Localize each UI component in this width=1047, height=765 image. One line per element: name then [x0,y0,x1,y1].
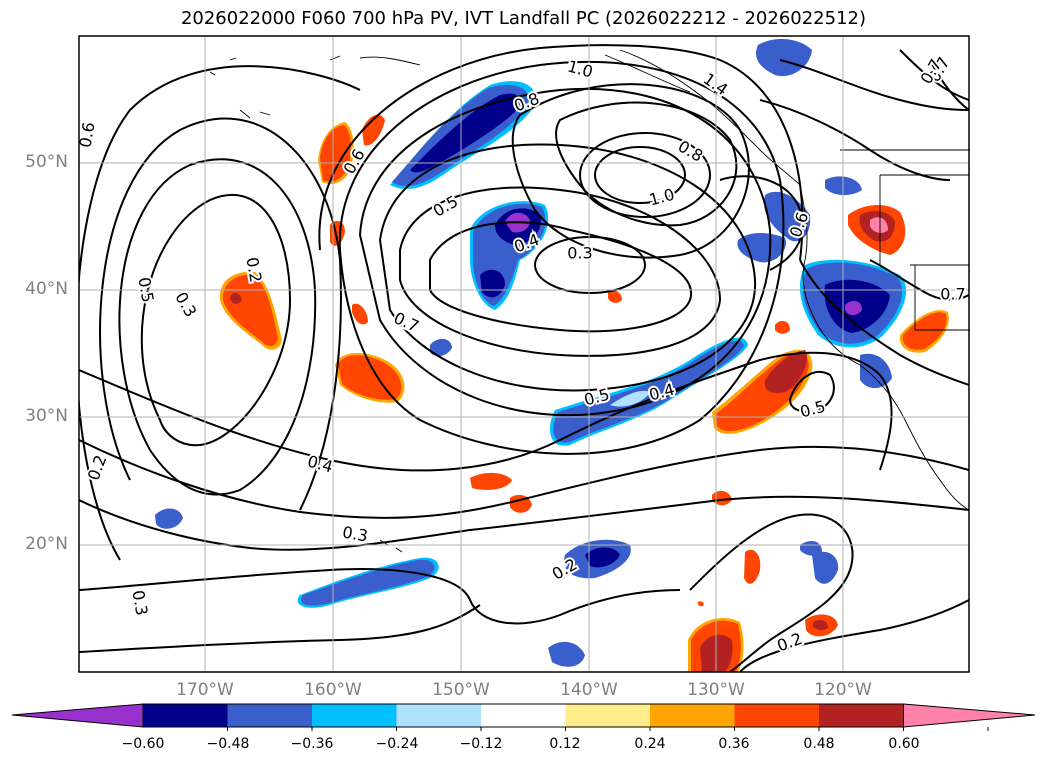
colorbar-extend-min [11,703,144,728]
colorbar-extend-max [903,703,1036,728]
contour-label-halo: 0.3 [567,244,592,263]
colorbar-tick-label: −0.24 [375,736,419,752]
map-frame [78,35,970,673]
colorbar-tick-label: −0.48 [206,736,250,752]
colorbar-tick-label: 0.24 [634,736,666,752]
colorbar-tick-label: 0.60 [888,736,920,752]
colorbar-tick-label: −0.36 [290,736,334,752]
colorbar-segment [565,704,651,727]
lon-label-170w: 170°W [176,680,234,700]
contour-label: 0.3 [567,244,592,263]
lon-label-160w: 160°W [304,680,362,700]
lon-label-130w: 130°W [687,680,745,700]
lat-label-50n: 50°N [25,152,68,172]
colorbar-tick-label: 0.12 [549,736,581,752]
lon-label-120w: 120°W [814,680,872,700]
colorbar [11,703,1036,731]
contour-label: 0.3 [128,589,151,617]
lon-label-140w: 140°W [560,680,618,700]
contour-label-halo: 0.7 [940,285,965,304]
contour-label: 0.7 [940,285,965,304]
colorbar-segment [650,704,735,727]
colorbar-tick-label: −0.60 [121,736,165,752]
lat-label-40n: 40°N [25,279,68,299]
lat-label-20n: 20°N [25,534,68,554]
colorbar-tick-label: 0.36 [718,736,750,752]
contour-label: 0.3 [341,522,369,545]
colorbar-segment [227,704,313,727]
colorbar-segment [481,704,566,727]
colorbar-tick-label: 0.48 [803,736,835,752]
contour-label: 0.6 [75,121,98,149]
colorbar-segment [143,704,228,727]
contour-label: 0.5 [134,276,157,304]
coastlines [209,49,969,553]
pv-negative-shading [155,38,907,667]
colorbar-frame [142,703,904,728]
gridlines [79,36,969,672]
contour-label-halo: 0.2 [242,256,265,284]
colorbar-segment [819,704,904,727]
colorbar-tick-label: −0.12 [459,736,503,752]
lon-label-150w: 150°W [432,680,490,700]
colorbar-segment [396,704,482,727]
map-title: 2026022000 F060 700 hPa PV, IVT Landfall… [180,8,867,29]
contour-label-halo: 0.6 [75,121,98,149]
colorbar-segment [312,704,397,727]
contour-label: 0.2 [242,256,265,284]
lat-label-30n: 30°N [25,406,68,426]
pv-positive-shading [219,114,949,672]
colorbar-segment [734,704,820,727]
